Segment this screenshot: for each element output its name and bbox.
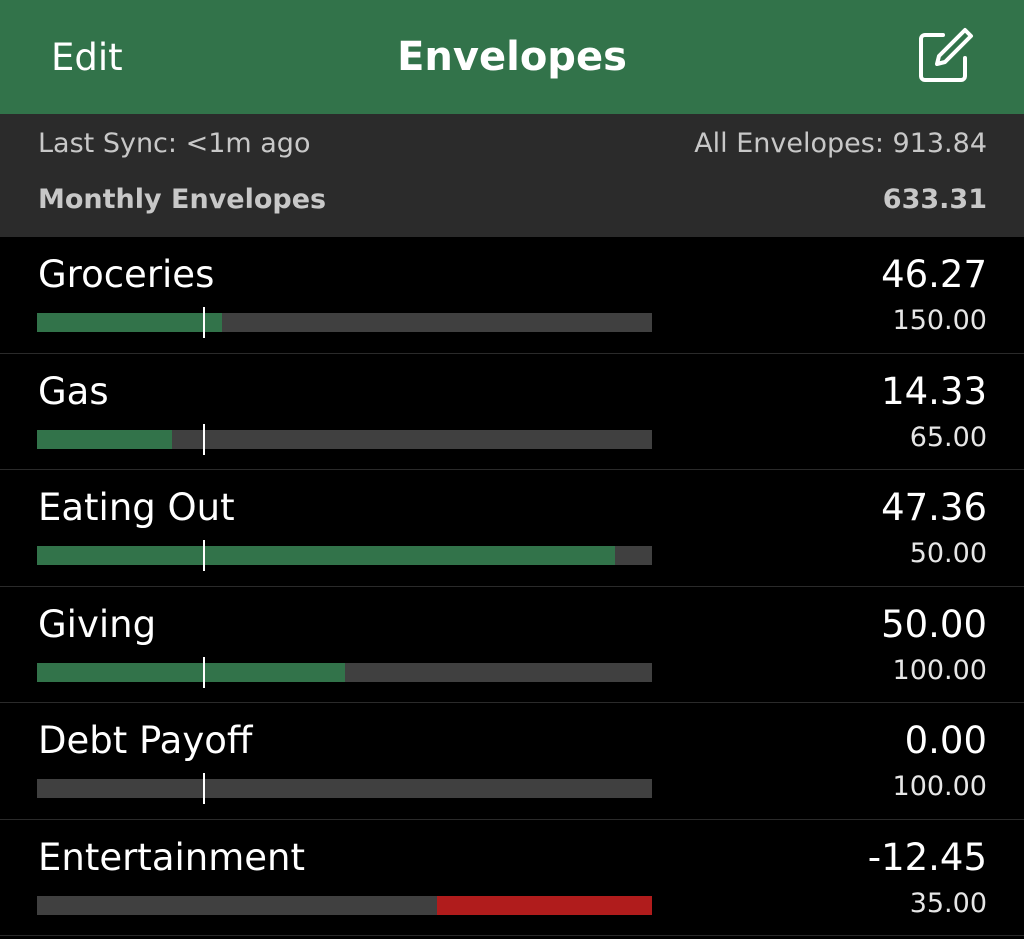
edit-button[interactable]: Edit — [51, 36, 123, 79]
envelope-balance: -12.45 — [867, 835, 987, 879]
summary-header: Last Sync: <1m ago All Envelopes: 913.84… — [0, 114, 1024, 237]
compose-icon — [919, 28, 973, 82]
progress-fill — [37, 313, 222, 332]
envelope-list: Groceries 46.27 150.00 Gas 14.33 65.00 Eating … — [0, 237, 1024, 936]
navigation-bar: Edit Envelopes — [0, 0, 1024, 114]
progress-fill — [437, 895, 652, 915]
envelope-row[interactable]: Giving 50.00 100.00 — [0, 587, 1024, 703]
pace-marker — [203, 423, 205, 455]
page-title: Envelopes — [397, 34, 627, 80]
envelope-balance: 14.33 — [881, 369, 987, 413]
last-sync-label: Last Sync: <1m ago — [38, 128, 311, 159]
envelope-balance: 46.27 — [881, 253, 987, 296]
pace-marker — [203, 656, 205, 688]
envelope-balance: 47.36 — [881, 486, 987, 529]
pace-marker — [203, 540, 205, 571]
envelope-row[interactable]: Debt Payoff 0.00 100.00 — [0, 703, 1024, 820]
progress-bar — [37, 423, 652, 455]
envelope-budget: 50.00 — [909, 538, 987, 569]
envelope-row[interactable]: Eating Out 47.36 50.00 — [0, 470, 1024, 587]
progress-bar — [37, 540, 652, 571]
section-title: Monthly Envelopes — [38, 184, 327, 215]
envelope-name: Debt Payoff — [38, 719, 253, 762]
envelope-balance: 0.00 — [904, 719, 987, 762]
envelope-budget: 100.00 — [892, 654, 987, 686]
pace-marker — [203, 773, 205, 804]
envelope-name: Entertainment — [38, 835, 305, 879]
envelope-budget: 100.00 — [892, 771, 987, 802]
envelope-budget: 65.00 — [909, 421, 987, 453]
progress-bar — [37, 307, 652, 338]
envelope-row[interactable]: Entertainment -12.45 35.00 — [0, 820, 1024, 936]
progress-bar — [37, 773, 652, 804]
envelope-name: Giving — [38, 602, 157, 646]
envelope-name: Groceries — [38, 253, 215, 296]
envelope-name: Eating Out — [38, 486, 235, 529]
compose-button[interactable] — [913, 26, 975, 88]
envelope-name: Gas — [38, 369, 109, 413]
progress-fill — [37, 429, 172, 449]
envelope-row[interactable]: Groceries 46.27 150.00 — [0, 237, 1024, 354]
envelope-budget: 35.00 — [909, 887, 987, 919]
section-total: 633.31 — [882, 184, 987, 215]
all-envelopes-total: All Envelopes: 913.84 — [694, 128, 987, 159]
pace-marker — [203, 307, 205, 338]
envelope-row[interactable]: Gas 14.33 65.00 — [0, 354, 1024, 470]
progress-fill — [37, 546, 615, 565]
progress-bar — [37, 895, 652, 915]
envelope-budget: 150.00 — [892, 305, 987, 336]
envelope-balance: 50.00 — [881, 602, 987, 646]
progress-bar — [37, 656, 652, 688]
progress-fill — [37, 662, 345, 682]
